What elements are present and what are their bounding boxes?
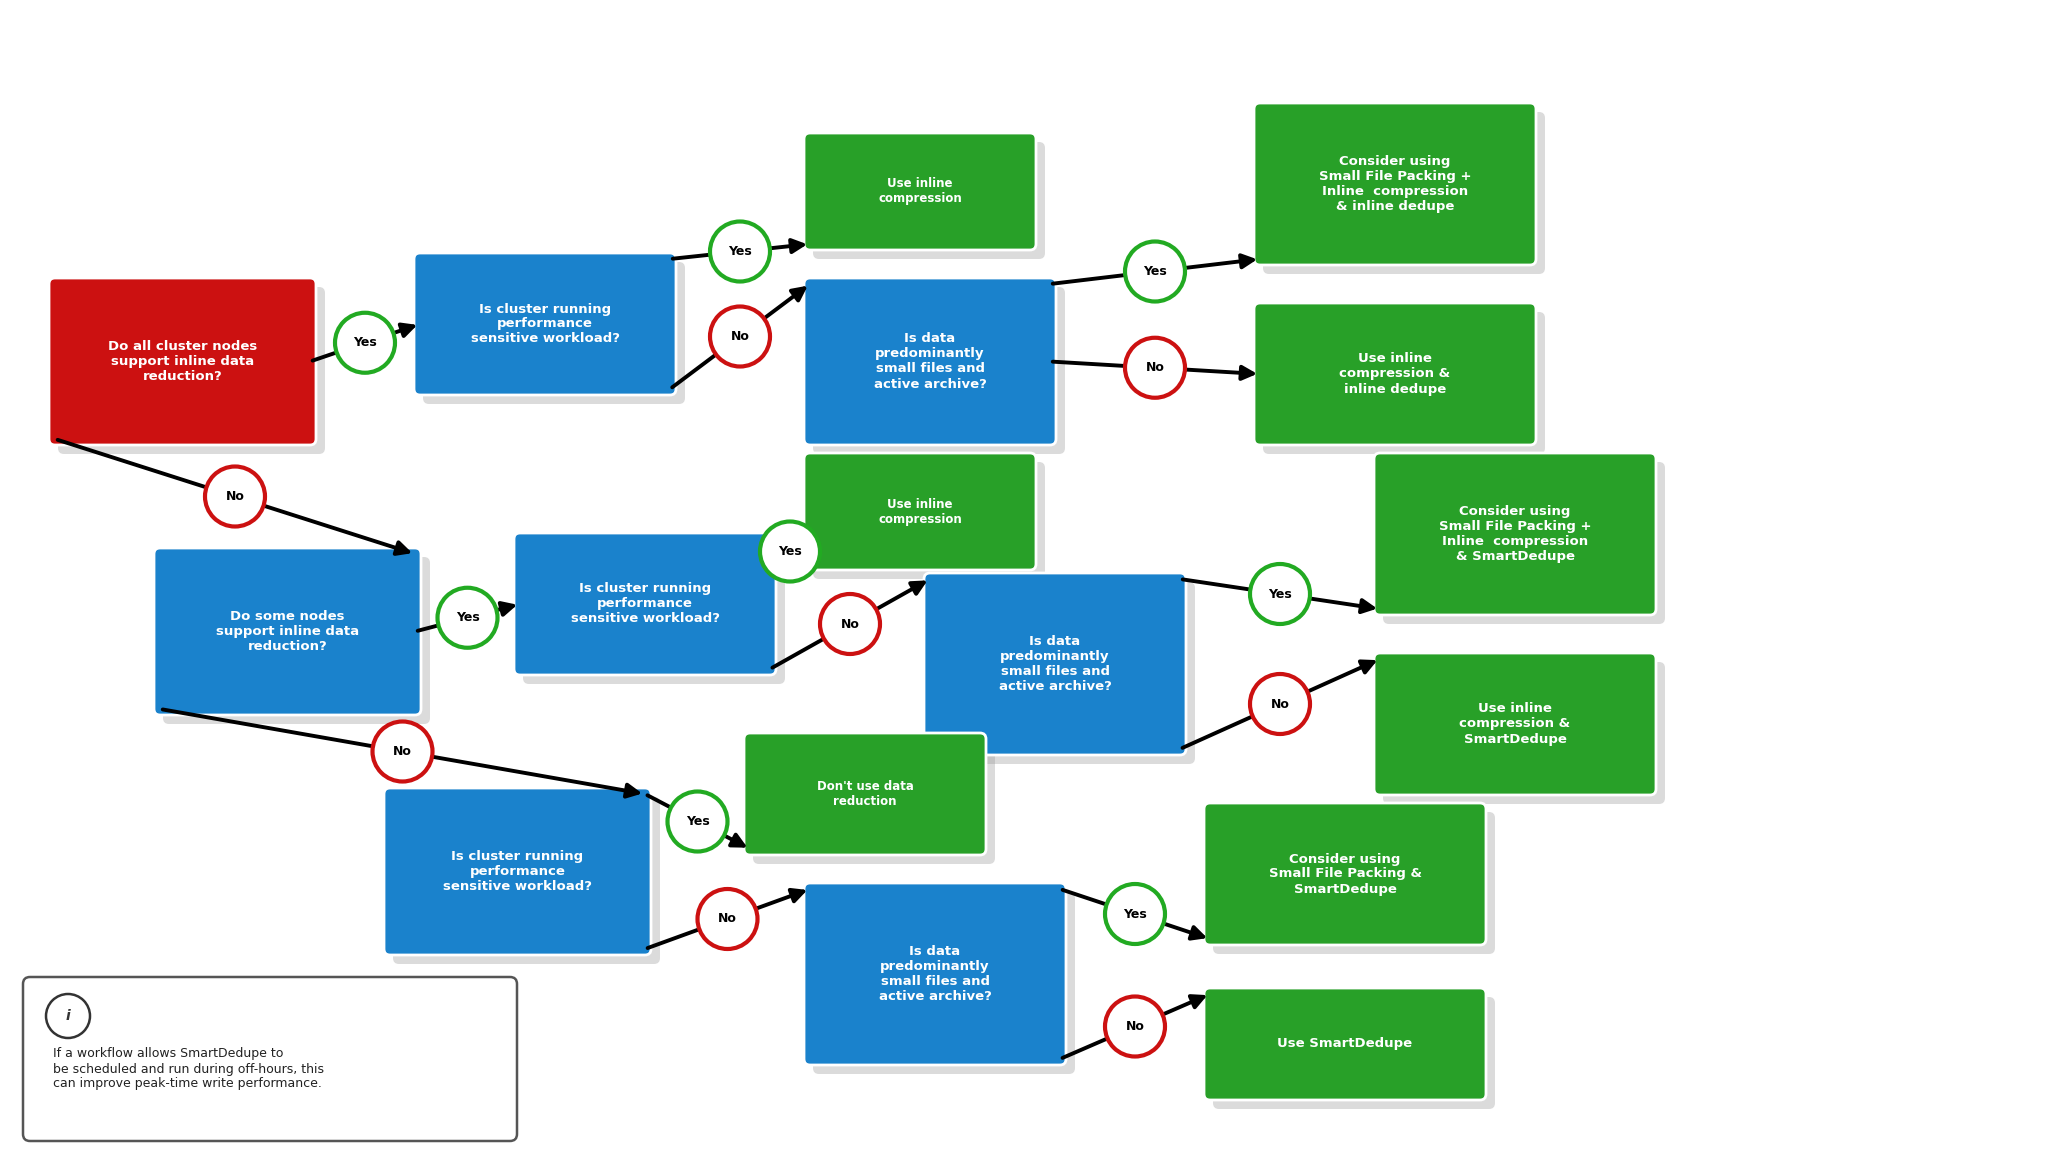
Circle shape xyxy=(1105,884,1165,943)
Circle shape xyxy=(205,467,264,526)
FancyBboxPatch shape xyxy=(804,453,1036,570)
FancyBboxPatch shape xyxy=(1204,987,1486,1100)
FancyBboxPatch shape xyxy=(743,732,987,855)
Circle shape xyxy=(821,595,880,654)
Circle shape xyxy=(45,994,90,1038)
Text: Yes: Yes xyxy=(729,245,751,258)
Text: Yes: Yes xyxy=(686,815,710,828)
Text: No: No xyxy=(1271,698,1290,710)
Text: Don't use data
reduction: Don't use data reduction xyxy=(817,780,913,808)
FancyBboxPatch shape xyxy=(1374,653,1656,795)
Text: Use inline
compression &
inline dedupe: Use inline compression & inline dedupe xyxy=(1339,352,1451,395)
Text: Use inline
compression &
SmartDedupe: Use inline compression & SmartDedupe xyxy=(1460,702,1570,745)
FancyBboxPatch shape xyxy=(813,462,1046,580)
Circle shape xyxy=(336,313,395,373)
Text: Is cluster running
performance
sensitive workload?: Is cluster running performance sensitive… xyxy=(442,850,592,892)
FancyBboxPatch shape xyxy=(1214,812,1494,954)
FancyBboxPatch shape xyxy=(1263,112,1545,274)
Text: Do all cluster nodes
support inline data
reduction?: Do all cluster nodes support inline data… xyxy=(108,340,258,382)
Text: No: No xyxy=(731,330,749,343)
Text: i: i xyxy=(66,1009,70,1023)
Text: Yes: Yes xyxy=(1142,265,1167,278)
FancyBboxPatch shape xyxy=(813,287,1064,454)
Text: Use SmartDedupe: Use SmartDedupe xyxy=(1277,1037,1412,1050)
FancyBboxPatch shape xyxy=(1255,302,1535,445)
FancyBboxPatch shape xyxy=(57,287,325,454)
Text: Yes: Yes xyxy=(1269,588,1292,600)
Text: Yes: Yes xyxy=(456,611,479,625)
Circle shape xyxy=(759,522,821,582)
Circle shape xyxy=(698,889,757,949)
Text: Consider using
Small File Packing +
Inline  compression
& inline dedupe: Consider using Small File Packing + Inli… xyxy=(1318,155,1472,213)
Text: No: No xyxy=(841,618,860,630)
FancyBboxPatch shape xyxy=(1214,997,1494,1109)
Text: Use inline
compression: Use inline compression xyxy=(878,177,962,205)
Text: Is data
predominantly
small files and
active archive?: Is data predominantly small files and ac… xyxy=(999,635,1112,693)
Text: Is data
predominantly
small files and
active archive?: Is data predominantly small files and ac… xyxy=(878,945,991,1003)
FancyBboxPatch shape xyxy=(933,582,1195,764)
Text: No: No xyxy=(1146,362,1165,374)
Text: No: No xyxy=(1126,1020,1144,1033)
Text: If a workflow allows SmartDedupe to
  be scheduled and run during off-hours, thi: If a workflow allows SmartDedupe to be s… xyxy=(45,1048,323,1091)
Text: Consider using
Small File Packing &
SmartDedupe: Consider using Small File Packing & Smar… xyxy=(1269,853,1421,896)
FancyBboxPatch shape xyxy=(1204,803,1486,945)
Circle shape xyxy=(710,221,770,282)
Circle shape xyxy=(373,722,432,781)
FancyBboxPatch shape xyxy=(804,278,1056,445)
FancyBboxPatch shape xyxy=(522,542,784,684)
Text: Do some nodes
support inline data
reduction?: Do some nodes support inline data reduct… xyxy=(215,610,358,653)
FancyBboxPatch shape xyxy=(413,253,676,395)
FancyBboxPatch shape xyxy=(164,557,430,724)
Text: No: No xyxy=(225,490,244,503)
FancyBboxPatch shape xyxy=(1255,103,1535,265)
Circle shape xyxy=(1126,337,1185,398)
Circle shape xyxy=(710,306,770,366)
Text: Is cluster running
performance
sensitive workload?: Is cluster running performance sensitive… xyxy=(471,302,620,345)
Circle shape xyxy=(1251,564,1310,624)
FancyBboxPatch shape xyxy=(813,143,1046,258)
FancyBboxPatch shape xyxy=(923,573,1185,755)
FancyBboxPatch shape xyxy=(753,742,995,863)
Circle shape xyxy=(1251,675,1310,734)
Text: Is data
predominantly
small files and
active archive?: Is data predominantly small files and ac… xyxy=(874,333,987,391)
FancyBboxPatch shape xyxy=(23,977,518,1140)
FancyBboxPatch shape xyxy=(385,788,651,955)
FancyBboxPatch shape xyxy=(154,548,422,715)
Text: Yes: Yes xyxy=(1124,907,1146,920)
FancyBboxPatch shape xyxy=(1384,462,1664,624)
Circle shape xyxy=(1105,997,1165,1057)
FancyBboxPatch shape xyxy=(1263,312,1545,454)
FancyBboxPatch shape xyxy=(514,533,776,675)
Text: Use inline
compression: Use inline compression xyxy=(878,497,962,525)
Text: Consider using
Small File Packing +
Inline  compression
& SmartDedupe: Consider using Small File Packing + Inli… xyxy=(1439,505,1591,563)
FancyBboxPatch shape xyxy=(813,892,1075,1074)
Text: No: No xyxy=(718,912,737,926)
FancyBboxPatch shape xyxy=(804,133,1036,250)
Text: Yes: Yes xyxy=(354,336,377,349)
Circle shape xyxy=(667,792,727,852)
FancyBboxPatch shape xyxy=(393,797,659,964)
Text: No: No xyxy=(393,745,411,758)
FancyBboxPatch shape xyxy=(804,883,1066,1065)
FancyBboxPatch shape xyxy=(1384,662,1664,804)
Text: Yes: Yes xyxy=(778,545,802,557)
Circle shape xyxy=(438,588,497,648)
FancyBboxPatch shape xyxy=(1374,453,1656,615)
FancyBboxPatch shape xyxy=(49,278,315,445)
Text: Is cluster running
performance
sensitive workload?: Is cluster running performance sensitive… xyxy=(571,583,718,626)
FancyBboxPatch shape xyxy=(424,262,686,404)
Circle shape xyxy=(1126,241,1185,301)
